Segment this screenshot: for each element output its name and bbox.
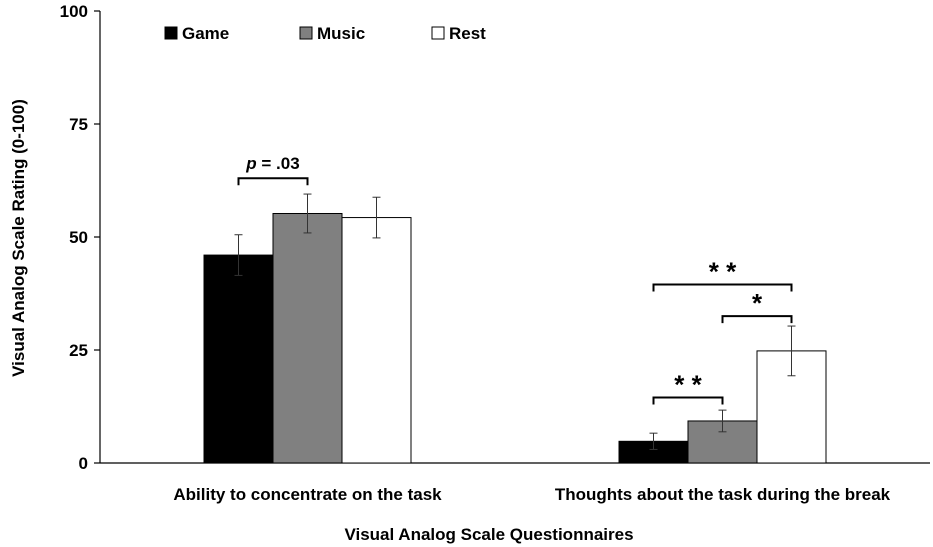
significance-label: * * — [709, 256, 737, 286]
significance-annotations: p = .03 * * * * * — [237, 154, 793, 405]
legend-swatch-rest — [431, 26, 445, 40]
legend: Game Music Rest — [164, 24, 486, 43]
error-bars — [234, 193, 796, 450]
significance-bracket — [652, 396, 724, 405]
bar-music — [272, 212, 343, 464]
legend-label-music: Music — [317, 24, 365, 43]
bar-rest — [756, 350, 827, 464]
x-tick-label: Thoughts about the task during the break — [555, 485, 891, 504]
y-tick-label: 100 — [60, 2, 88, 21]
legend-label-game: Game — [182, 24, 229, 43]
legend-swatch-music — [299, 26, 313, 40]
bar-game — [203, 254, 274, 464]
y-tick-label: 50 — [69, 228, 88, 247]
y-tick-label: 75 — [69, 115, 88, 134]
y-tick-label: 0 — [79, 454, 88, 473]
bar-rest — [341, 217, 412, 464]
y-tick-label: 25 — [69, 341, 88, 360]
x-tick-label: Ability to concentrate on the task — [173, 485, 442, 504]
y-axis-label: Visual Analog Scale Rating (0-100) — [9, 99, 28, 377]
bars — [203, 212, 827, 464]
significance-bracket — [237, 177, 309, 186]
significance-bracket — [652, 283, 793, 292]
axes: 0 25 50 75 100 Ability to concentrate on the … — [60, 2, 930, 504]
significance-bracket — [721, 315, 793, 324]
x-axis-label: Visual Analog Scale Questionnaires — [344, 525, 633, 544]
significance-label: * — [752, 288, 763, 318]
significance-label: * * — [674, 369, 702, 399]
significance-label: p = .03 — [245, 154, 299, 173]
legend-swatch-game — [164, 26, 178, 40]
legend-label-rest: Rest — [449, 24, 486, 43]
